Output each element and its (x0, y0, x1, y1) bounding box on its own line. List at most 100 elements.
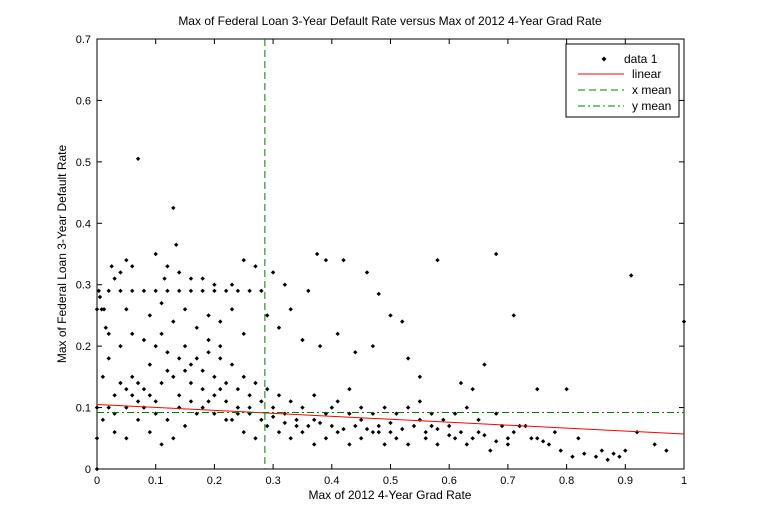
data-point (206, 350, 211, 355)
data-point (311, 442, 317, 447)
data-point (376, 429, 381, 435)
data-point (159, 331, 164, 337)
data-point (535, 386, 540, 392)
data-point (153, 411, 158, 416)
y-axis-label: Max of Federal Loan 3-Year Default Rate (55, 145, 69, 364)
data-point (470, 436, 475, 441)
data-point (188, 288, 194, 294)
data-point (476, 429, 481, 435)
data-point (241, 257, 246, 263)
legend-marker-data (601, 56, 607, 62)
data-point (94, 436, 100, 441)
data-point (558, 448, 563, 453)
data-point (347, 442, 352, 447)
data-point (218, 356, 223, 361)
data-point (206, 337, 211, 343)
data-point (282, 420, 288, 426)
data-point (482, 362, 487, 367)
data-point (96, 288, 101, 294)
data-point (288, 436, 293, 441)
data-point (135, 417, 141, 423)
data-point (188, 362, 194, 367)
data-point (112, 393, 117, 398)
data-point (464, 442, 470, 447)
data-point (605, 457, 610, 462)
data-point (323, 436, 329, 441)
data-point (200, 405, 205, 410)
data-point (200, 386, 205, 392)
data-point (241, 374, 246, 380)
data-point (476, 417, 481, 423)
data-point (259, 399, 264, 404)
data-point (253, 436, 258, 441)
data-point (335, 429, 340, 435)
data-point (306, 423, 311, 429)
data-point (141, 386, 147, 392)
data-point (317, 420, 323, 426)
data-point (288, 399, 293, 404)
data-point (218, 319, 223, 324)
data-points (94, 156, 687, 472)
data-point (162, 276, 167, 281)
data-point (376, 423, 381, 429)
data-point (235, 405, 241, 410)
data-point (493, 439, 499, 444)
data-point (505, 442, 511, 447)
data-point (300, 405, 305, 410)
data-point (212, 288, 217, 294)
data-point (194, 325, 199, 330)
data-point (311, 417, 317, 423)
y-tick-label: 0.3 (76, 280, 91, 292)
data-point (423, 429, 428, 435)
data-point (218, 386, 223, 392)
data-point (171, 436, 176, 441)
data-point (294, 417, 299, 423)
data-point (165, 264, 170, 269)
data-point (335, 399, 340, 404)
data-point (141, 288, 147, 294)
data-point (135, 380, 141, 386)
data-point (135, 156, 141, 161)
data-point (388, 420, 393, 426)
data-point (118, 380, 123, 386)
data-point (634, 429, 640, 435)
data-point (182, 343, 188, 349)
data-point (652, 442, 657, 447)
data-point (124, 257, 129, 263)
x-tick-label: 1 (681, 475, 687, 487)
data-point (174, 242, 179, 247)
data-point (265, 313, 270, 318)
legend-box (565, 43, 680, 118)
data-point (570, 454, 575, 459)
data-point (270, 405, 276, 410)
data-point (101, 307, 107, 312)
data-point (329, 423, 334, 429)
y-tick-label: 0.2 (76, 341, 91, 353)
data-point (253, 380, 258, 386)
data-point (176, 270, 182, 275)
data-point (100, 374, 106, 380)
data-point (135, 399, 141, 404)
data-point (488, 448, 493, 453)
x-tick-label: 0.5 (383, 475, 398, 487)
data-point (382, 442, 387, 447)
data-point (188, 276, 194, 281)
data-point (130, 288, 135, 294)
x-tick-label: 0.1 (148, 475, 163, 487)
data-point (200, 276, 205, 281)
data-point (452, 436, 458, 441)
data-point (124, 405, 129, 410)
data-point (447, 433, 452, 438)
data-point (300, 337, 305, 343)
data-point (112, 276, 117, 281)
data-point (493, 251, 499, 257)
data-point (103, 325, 109, 330)
data-point (141, 337, 147, 343)
data-point (171, 205, 176, 211)
y-tick-label: 0.1 (76, 403, 91, 415)
data-point (441, 417, 446, 423)
x-tick-label: 0.6 (442, 475, 457, 487)
data-point (212, 282, 217, 287)
data-point (159, 380, 164, 386)
